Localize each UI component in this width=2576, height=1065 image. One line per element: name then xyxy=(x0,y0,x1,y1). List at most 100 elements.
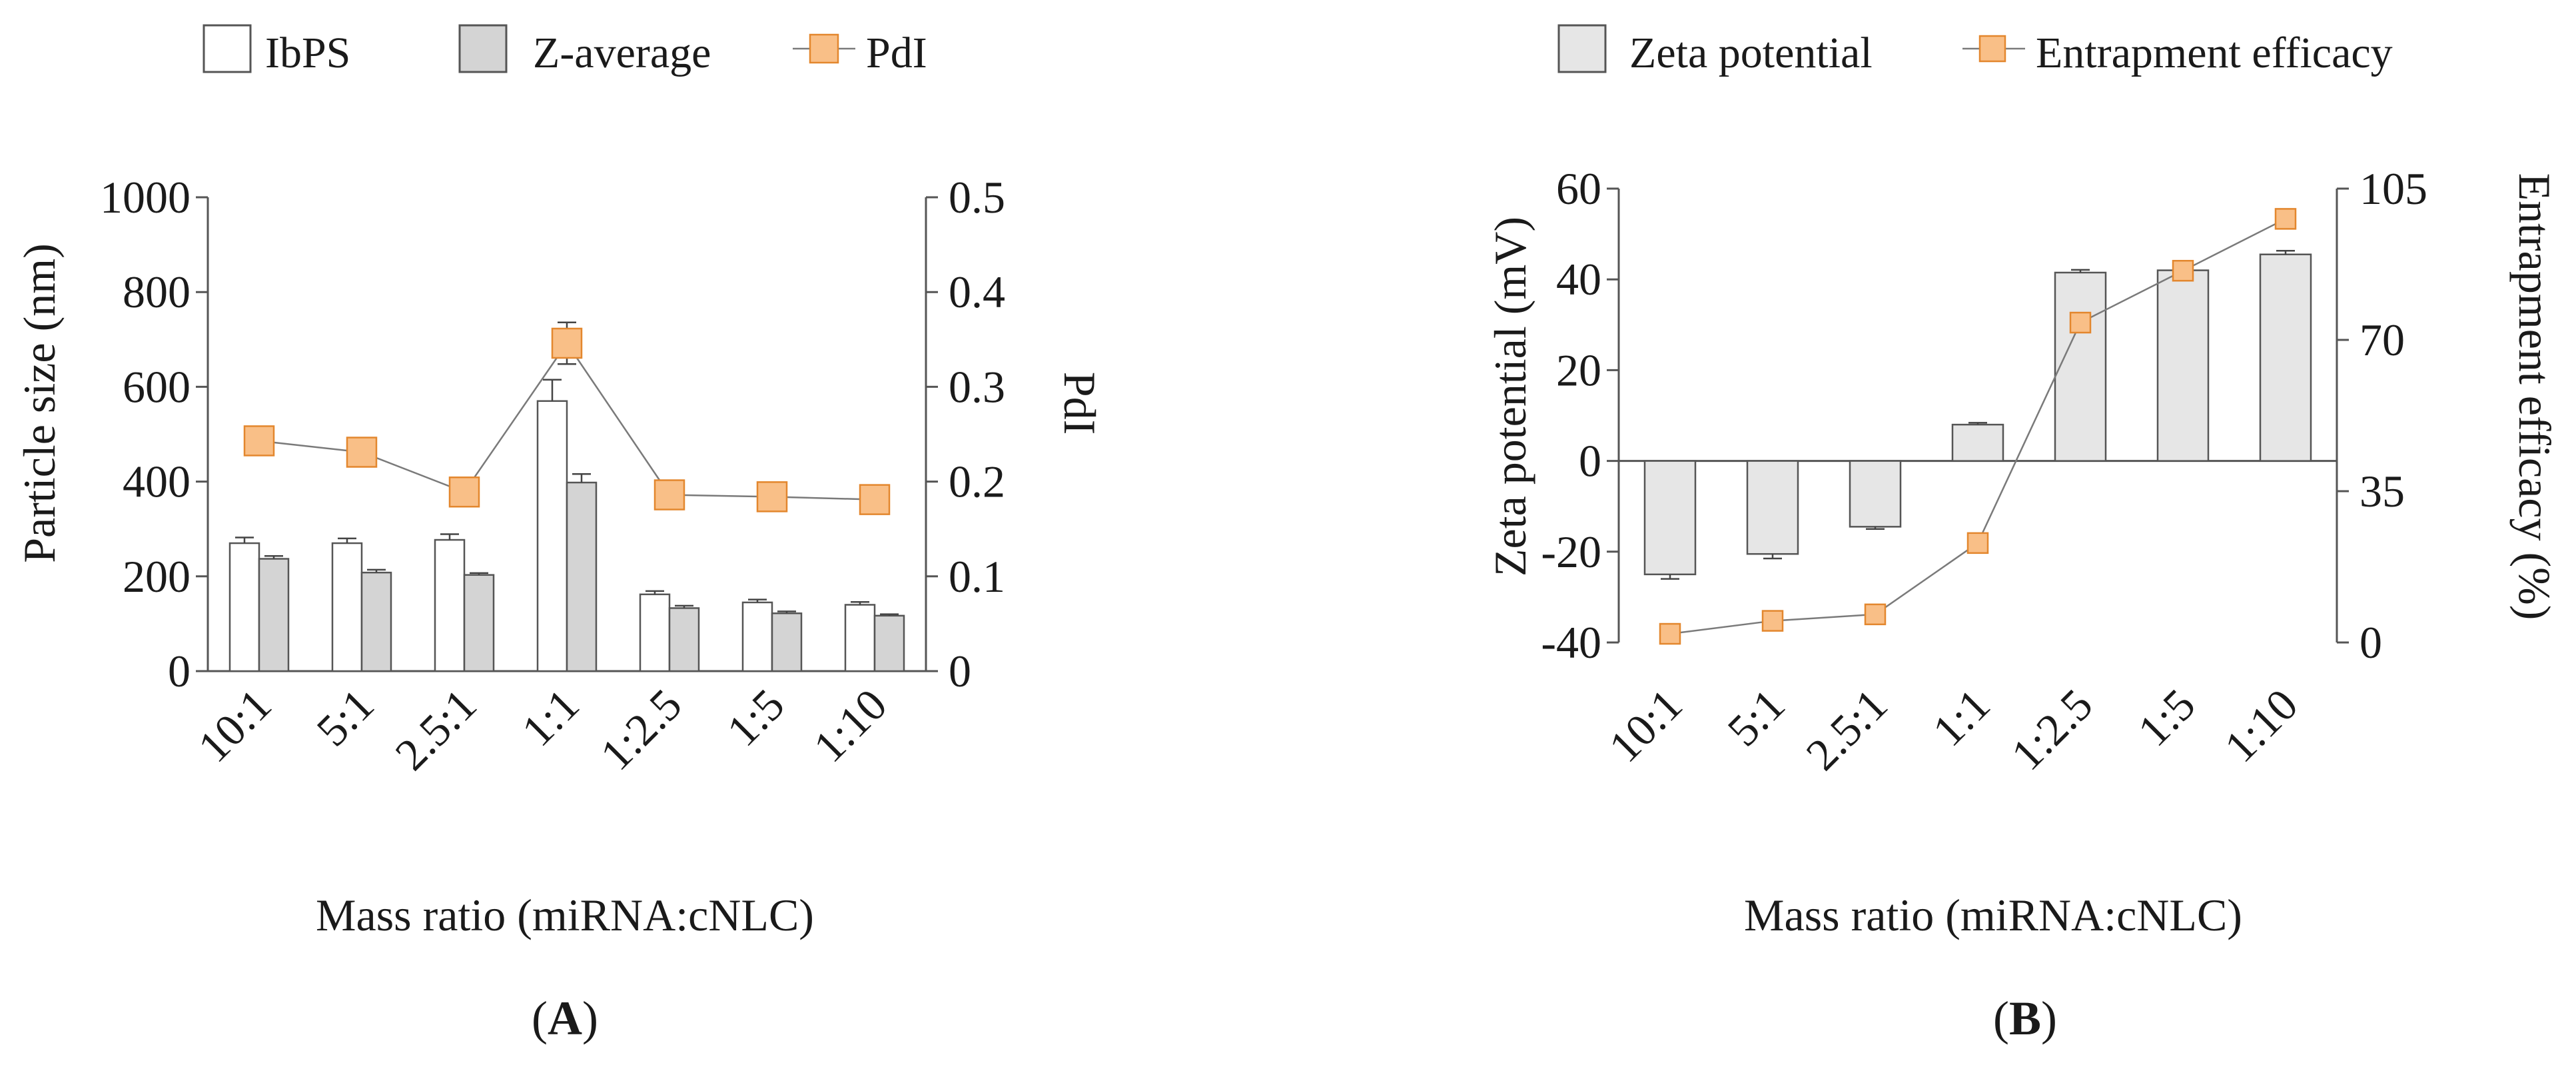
y2-tick-label-a: 0.1 xyxy=(949,551,1005,602)
marker-entrapment-efficacy xyxy=(1659,622,1681,645)
y-tick-label-b: 40 xyxy=(1556,254,1601,305)
legend-label-ibps: IbPS xyxy=(265,29,350,77)
bar-z-average xyxy=(258,558,290,672)
x-category-label-a: 2.5:1 xyxy=(385,679,486,780)
svg-text:(B): (B) xyxy=(1993,992,2057,1045)
bar-z-average xyxy=(668,607,700,672)
y-tick-label-b: -20 xyxy=(1541,527,1601,577)
x-categories-a: 10:1 5:1 2.5:1 1:1 1:2.5 1:5 1:10 xyxy=(188,679,896,780)
x-axis-title-b: Mass ratio (miRNA:cNLC) xyxy=(1744,890,2242,940)
x-category-label-b: 1:2.5 xyxy=(2001,679,2102,780)
marker-pdi xyxy=(243,425,275,457)
marker-pdi xyxy=(756,481,788,513)
bar-ibps xyxy=(844,604,876,672)
bars-b xyxy=(1643,250,2312,580)
y-tick-label-b: 0 xyxy=(1579,436,1601,487)
panel-a: IbPS Z-average PdI 0 200 400 600 800 1000 0 0.… xyxy=(14,24,1105,1045)
y-tick-label-a: 0 xyxy=(168,646,191,696)
bar-zeta-potential xyxy=(2054,271,2107,462)
panel-letter-a: A xyxy=(548,992,582,1045)
marker-pdi xyxy=(653,479,685,511)
bar-zeta-potential xyxy=(2156,269,2210,462)
x-axis-title-a: Mass ratio (miRNA:cNLC) xyxy=(316,890,814,940)
bar-z-average xyxy=(771,612,803,672)
marker-pdi xyxy=(859,484,891,515)
x-category-label-a: 1:5 xyxy=(717,679,793,756)
marker-entrapment-efficacy xyxy=(2069,311,2092,334)
y2-ticks-b: 0 35 70 105 xyxy=(2337,163,2427,668)
bar-ibps xyxy=(331,542,363,672)
y2-tick-label-a: 0.4 xyxy=(949,267,1005,317)
legend-label-pdi: PdI xyxy=(866,29,927,77)
x-category-label-a: 10:1 xyxy=(188,679,280,772)
x-category-label-a: 1:10 xyxy=(803,679,896,772)
marker-entrapment-efficacy xyxy=(2172,259,2194,282)
y2-tick-label-b: 35 xyxy=(2360,466,2405,517)
y2-tick-label-a: 0.2 xyxy=(949,457,1005,507)
bar-ibps xyxy=(741,601,773,672)
legend-b: Zeta potential Entrapment efficacy xyxy=(1557,24,2393,77)
marker-entrapment-efficacy xyxy=(1966,532,1989,554)
y-tick-label-b: 60 xyxy=(1556,163,1601,214)
bar-z-average xyxy=(360,571,392,672)
x-category-label-a: 1:1 xyxy=(512,679,588,756)
x-category-label-b: 10:1 xyxy=(1599,679,1691,772)
y2-ticks-a: 0 0.1 0.2 0.3 0.4 0.5 xyxy=(926,172,1005,696)
y-tick-label-a: 600 xyxy=(123,361,191,412)
x-category-label-a: 1:2.5 xyxy=(590,679,691,780)
legend-marker-entrapment xyxy=(1978,35,2006,63)
y-tick-label-a: 400 xyxy=(123,457,191,507)
x-category-label-b: 1:10 xyxy=(2214,679,2307,772)
legend-label-entrapment: Entrapment efficacy xyxy=(2036,29,2393,77)
legend-label-z-average: Z-average xyxy=(533,29,711,77)
legend-swatch-z-average xyxy=(458,24,508,73)
marker-pdi xyxy=(346,437,378,468)
bar-zeta-potential xyxy=(1746,460,1799,555)
y2-tick-label-a: 0.3 xyxy=(949,361,1005,412)
y2-tick-label-b: 70 xyxy=(2360,315,2405,365)
y-ticks-a: 0 200 400 600 800 1000 xyxy=(100,172,208,696)
legend-swatch-ibps xyxy=(203,24,252,73)
y2-tick-label-a: 0.5 xyxy=(949,172,1005,223)
y2-tick-label-a: 0 xyxy=(949,646,971,696)
marker-entrapment-efficacy xyxy=(1864,603,1887,626)
bar-z-average xyxy=(463,574,495,672)
y-tick-label-a: 200 xyxy=(123,551,191,602)
y2-tick-label-b: 0 xyxy=(2360,617,2382,668)
y-axis-title-a: Particle size (nm) xyxy=(14,243,65,563)
x-category-label-a: 5:1 xyxy=(306,679,383,756)
axes-b xyxy=(1617,189,2338,642)
x-category-label-b: 5:1 xyxy=(1717,679,1794,756)
panel-letter-b: B xyxy=(2009,992,2041,1045)
legend-swatch-zeta xyxy=(1557,24,1607,73)
y-tick-label-a: 1000 xyxy=(100,172,191,223)
y-tick-label-b: -40 xyxy=(1541,617,1601,668)
legend-marker-pdi xyxy=(809,33,839,64)
bar-zeta-potential xyxy=(1951,423,2004,462)
legend-label-zeta: Zeta potential xyxy=(1629,29,1873,77)
panel-label-a: (A) xyxy=(532,992,598,1045)
y2-tick-label-b: 105 xyxy=(2360,163,2427,214)
x-category-label-b: 1:1 xyxy=(1923,679,1999,756)
y2-axis-title-b: Entrapment efficacy (%) xyxy=(2509,173,2560,620)
y-ticks-b: -40 -20 0 20 40 60 xyxy=(1541,163,1619,668)
y-tick-label-a: 800 xyxy=(123,267,191,317)
marker-entrapment-efficacy xyxy=(2274,208,2297,230)
panel-label-b: (B) xyxy=(1993,992,2057,1045)
legend-a: IbPS Z-average PdI xyxy=(203,24,927,77)
x-categories-b: 10:1 5:1 2.5:1 1:1 1:2.5 1:5 1:10 xyxy=(1599,679,2307,780)
bar-zeta-potential xyxy=(2259,253,2312,462)
bar-z-average xyxy=(873,614,905,672)
bar-ibps xyxy=(536,400,568,672)
svg-text:(A): (A) xyxy=(532,992,598,1045)
y-axis-title-b: Zeta potential (mV) xyxy=(1485,217,1535,576)
x-category-label-b: 1:5 xyxy=(2128,679,2204,756)
y-tick-label-b: 20 xyxy=(1556,345,1601,395)
bars-a xyxy=(228,379,905,672)
bar-zeta-potential xyxy=(1849,460,1902,528)
entrapment-series xyxy=(1659,208,2297,645)
bar-ibps xyxy=(434,538,466,672)
marker-pdi xyxy=(448,476,480,508)
marker-entrapment-efficacy xyxy=(1761,610,1784,632)
